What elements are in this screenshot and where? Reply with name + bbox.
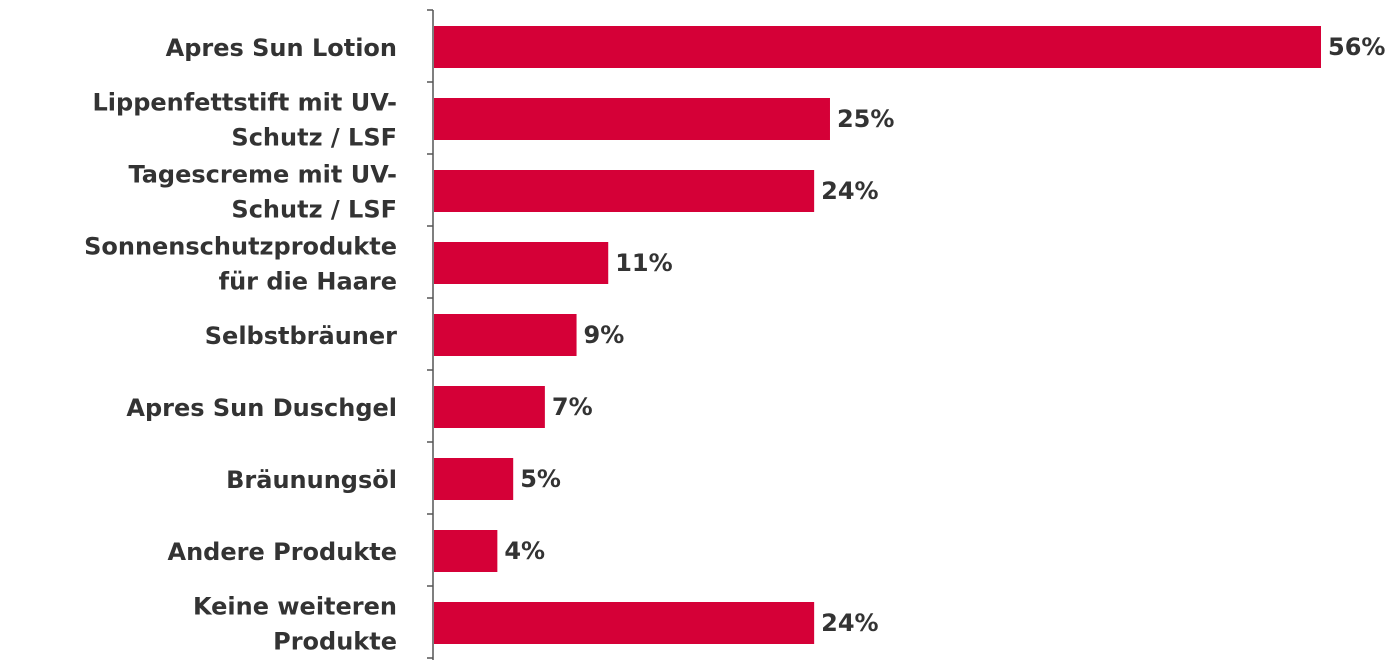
bar xyxy=(434,386,545,428)
bar-value-label: 5% xyxy=(520,465,561,493)
bar-value-label: 25% xyxy=(837,105,894,133)
category-label: Schutz / LSF xyxy=(231,124,397,152)
category-label: Schutz / LSF xyxy=(231,196,397,224)
category-label: Keine weiteren xyxy=(193,593,397,621)
bar xyxy=(434,458,514,500)
category-label: Sonnenschutzprodukte xyxy=(84,233,397,261)
category-label: Selbstbräuner xyxy=(205,322,397,350)
bar-value-label: 11% xyxy=(615,249,672,277)
bar xyxy=(434,242,609,284)
bar xyxy=(434,26,1321,68)
category-label: Apres Sun Lotion xyxy=(166,34,397,62)
bar xyxy=(434,530,498,572)
bar-value-label: 7% xyxy=(552,393,593,421)
category-label: Lippenfettstift mit UV- xyxy=(93,89,398,117)
bar-value-label: 4% xyxy=(504,537,545,565)
category-label: Tagescreme mit UV- xyxy=(128,161,397,189)
category-label: für die Haare xyxy=(219,268,397,296)
category-label: Produkte xyxy=(273,628,397,656)
bar-value-label: 24% xyxy=(821,177,878,205)
category-label: Apres Sun Duschgel xyxy=(126,394,397,422)
bar-value-label: 56% xyxy=(1328,33,1385,61)
bar xyxy=(434,170,815,212)
bar xyxy=(434,98,830,140)
bar-value-label: 24% xyxy=(821,609,878,637)
category-label: Andere Produkte xyxy=(168,538,397,566)
category-label: Bräunungsöl xyxy=(226,466,397,494)
bar xyxy=(434,602,815,644)
bar xyxy=(434,314,577,356)
bar-value-label: 9% xyxy=(584,321,625,349)
